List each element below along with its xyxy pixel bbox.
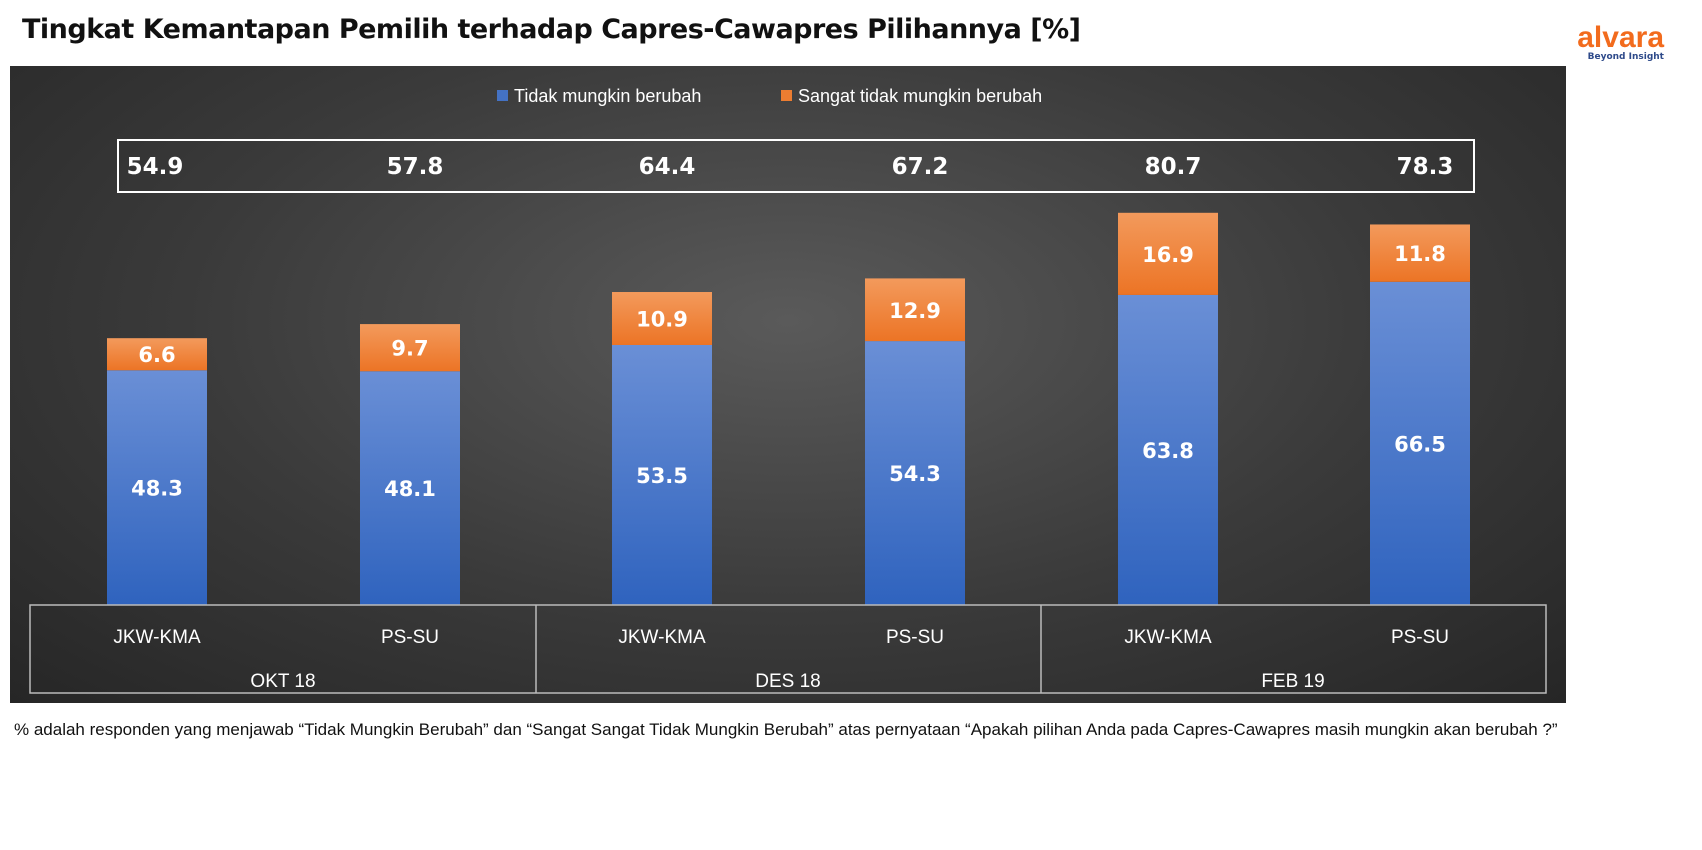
alvara-logo: alvara Beyond Insight	[1577, 21, 1664, 63]
data-label: 9.7	[391, 337, 428, 361]
bar-sangat-tidak-mungkin-berubah	[612, 292, 712, 345]
data-label: 10.9	[636, 308, 688, 332]
group-label: FEB 19	[1261, 671, 1324, 692]
total-label: 78.3	[1397, 154, 1454, 180]
legend-swatch-sangat	[781, 90, 792, 101]
bar-tidak-mungkin-berubah	[107, 370, 207, 605]
data-label: 66.5	[1394, 432, 1446, 456]
total-label: 67.2	[892, 154, 949, 180]
legend-swatch-tidak	[497, 90, 508, 101]
totals-box	[117, 139, 1475, 193]
data-label: 12.9	[889, 299, 941, 323]
data-label: 48.3	[131, 477, 183, 501]
group-label: OKT 18	[250, 671, 315, 692]
group-label: DES 18	[755, 671, 820, 692]
data-label: 53.5	[636, 464, 688, 488]
chart-area: Tidak mungkin berubah Sangat tidak mungki…	[10, 66, 1566, 703]
logo-tagline: Beyond Insight	[1587, 52, 1664, 62]
category-label: JKW-KMA	[1124, 627, 1212, 648]
logo-name: alvara	[1577, 21, 1664, 54]
bar-tidak-mungkin-berubah	[865, 341, 965, 605]
bar-sangat-tidak-mungkin-berubah	[865, 278, 965, 342]
data-label: 54.3	[889, 462, 941, 486]
data-label: 6.6	[138, 343, 175, 367]
total-label: 64.4	[639, 154, 696, 180]
footnote: % adalah responden yang menjawab “Tidak …	[14, 720, 1558, 739]
bar-sangat-tidak-mungkin-berubah	[1118, 212, 1218, 295]
data-label: 16.9	[1142, 243, 1194, 267]
category-label: JKW-KMA	[618, 627, 706, 648]
total-label: 54.9	[127, 154, 184, 180]
bar-sangat-tidak-mungkin-berubah	[360, 324, 460, 372]
data-label: 11.8	[1394, 242, 1446, 266]
bar-sangat-tidak-mungkin-berubah	[1370, 224, 1470, 282]
axis-frame	[29, 604, 1547, 694]
total-label: 57.8	[387, 154, 444, 180]
legend-label-tidak: Tidak mungkin berubah	[514, 86, 701, 106]
chart-title: Tingkat Kemantapan Pemilih terhadap Capr…	[22, 14, 1081, 45]
bar-tidak-mungkin-berubah	[1370, 281, 1470, 605]
stacked-bar-chart: Tidak mungkin berubah Sangat tidak mungki…	[29, 86, 1547, 694]
legend-label-sangat: Sangat tidak mungkin berubah	[798, 86, 1042, 106]
total-label: 80.7	[1145, 154, 1202, 180]
bar-sangat-tidak-mungkin-berubah	[107, 338, 207, 371]
category-label: JKW-KMA	[113, 627, 201, 648]
data-label: 48.1	[384, 477, 436, 501]
bar-tidak-mungkin-berubah	[612, 344, 712, 605]
bar-tidak-mungkin-berubah	[360, 371, 460, 605]
category-label: PS-SU	[1391, 627, 1449, 648]
data-label: 63.8	[1142, 439, 1194, 463]
category-label: PS-SU	[381, 627, 439, 648]
category-label: PS-SU	[886, 627, 944, 648]
bar-tidak-mungkin-berubah	[1118, 294, 1218, 605]
